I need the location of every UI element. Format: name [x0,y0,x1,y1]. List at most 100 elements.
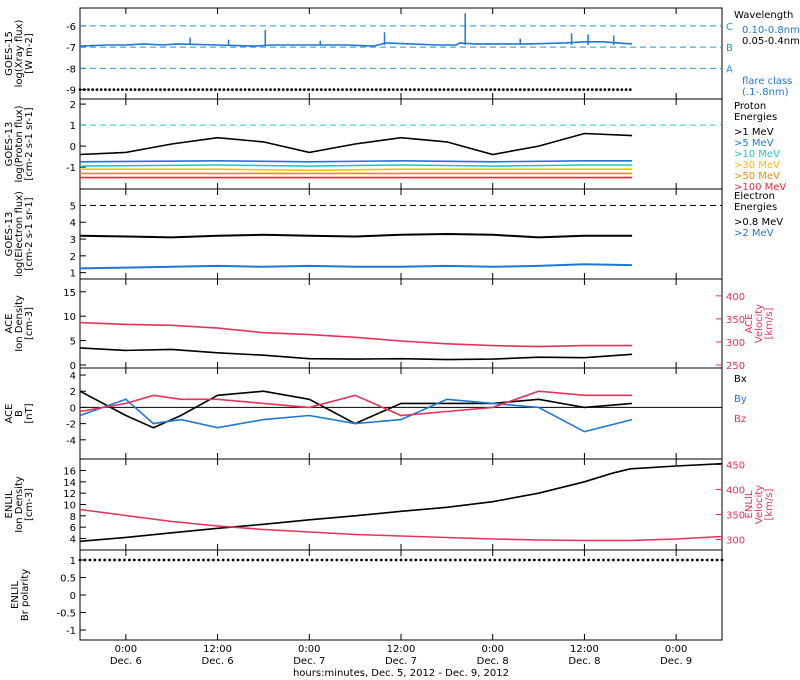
series-point-enlil-polarity [458,558,462,562]
y-tick-label: 6 [70,523,76,534]
panel-frame-ace-b [79,367,723,460]
series-point-xray [590,88,594,92]
y-axis-label: GOES-13 [4,212,15,257]
x-tick-time-label: 0:00 [115,644,137,655]
series-point-enlil-polarity [488,558,492,562]
series-point-enlil-polarity [686,558,689,562]
series-line-ace-density-1 [79,321,633,348]
series-point-enlil-polarity [197,558,200,562]
series-point-enlil-polarity [621,558,625,562]
series-point-enlil-polarity [384,558,388,562]
y-axis-label: GOES-15 [4,31,15,76]
y-right-axis-label: [km/s] [764,488,775,520]
series-point-xray [120,88,124,92]
series-point-xray [484,88,488,92]
series-point-xray [298,88,302,92]
series-point-xray [91,88,95,92]
y-tick-label: -1 [66,163,76,174]
series-point-enlil-polarity [108,558,112,562]
series-point-xray [324,88,327,92]
series-point-xray [501,88,505,92]
y-tick-label: -2 [66,420,76,431]
y-tick-label: -4 [66,436,76,447]
series-point-enlil-polarity [503,558,507,562]
series-point-xray [175,88,179,92]
series-point-enlil-polarity [152,558,156,562]
x-tick-time-label: 12:00 [570,644,599,655]
series-point-enlil-polarity [211,558,215,562]
series-line-enlil-density-0 [79,462,723,543]
series-point-enlil-polarity [602,558,605,562]
series-point-enlil-polarity [207,558,210,562]
series-point-xray [243,88,247,92]
series-point-enlil-polarity [661,558,665,562]
y-axis-label: ENLIL [4,490,15,518]
series-point-xray [205,88,209,92]
series-point-enlil-polarity [710,558,714,562]
series-point-enlil-polarity [666,558,670,562]
series-point-xray [518,88,522,92]
y-tick-label: 15 [63,288,76,299]
y-right-axis-label: ACE [744,314,755,334]
series-point-xray [497,88,501,92]
y-tick-label: 4 [70,535,76,546]
series-point-enlil-polarity [355,558,358,562]
y-axis-label: ACE [4,404,15,424]
series-point-enlil-polarity [216,558,220,562]
series-point-enlil-polarity [394,558,398,562]
y-axis-label: [cm-2 s-1 sr-1] [24,197,35,270]
series-point-xray [294,88,298,92]
series-point-enlil-polarity [409,558,413,562]
series-point-enlil-polarity [123,558,126,562]
series-point-xray [387,88,391,92]
y-axis-label: Ion Density [14,295,25,352]
series-point-enlil-polarity [671,558,675,562]
series-point-xray [260,88,264,92]
series-point-xray [446,88,450,92]
series-point-enlil-polarity [518,558,521,562]
series-point-xray [370,88,374,92]
series-point-enlil-polarity [310,558,314,562]
series-point-enlil-polarity [478,558,482,562]
series-point-enlil-polarity [236,558,240,562]
series-point-enlil-polarity [636,558,640,562]
y-tick-label: 12 [63,489,76,500]
x-tick-date-label: Dec. 7 [385,656,417,667]
y-axis-label: [W m-2] [24,33,35,74]
x-tick-date-label: Dec. 8 [568,656,600,667]
series-point-xray [366,88,370,92]
series-point-enlil-polarity [681,558,684,562]
series-point-enlil-polarity [300,558,304,562]
series-point-enlil-polarity [676,558,679,562]
series-point-xray [192,88,196,92]
series-point-enlil-polarity [271,558,274,562]
series-point-xray [336,88,340,92]
series-point-enlil-polarity [231,558,235,562]
series-point-enlil-polarity [187,558,191,562]
series-point-enlil-polarity [592,558,595,562]
series-point-xray [82,88,86,92]
series-point-enlil-polarity [78,558,82,562]
series-point-xray [628,88,632,92]
series-point-enlil-polarity [182,558,186,562]
series-point-xray [150,88,154,92]
series-point-xray [286,88,289,92]
series-point-xray [404,88,408,92]
series-point-xray [78,88,82,92]
series-point-xray [319,88,323,92]
legend-entry: Bx [734,374,747,385]
series-point-enlil-polarity [715,558,719,562]
series-point-xray [548,88,552,92]
series-point-enlil-polarity [369,558,373,562]
series-point-enlil-polarity [404,558,408,562]
series-point-xray [281,88,285,92]
series-point-xray [133,88,137,92]
series-point-enlil-polarity [587,558,591,562]
y-axis-label: [cm-2 s-1 sr-1] [24,107,35,180]
x-tick-date-label: Dec. 7 [293,656,325,667]
series-point-xray [493,88,497,92]
series-point-xray [103,88,107,92]
series-point-xray [578,88,581,92]
series-point-xray [535,88,539,92]
